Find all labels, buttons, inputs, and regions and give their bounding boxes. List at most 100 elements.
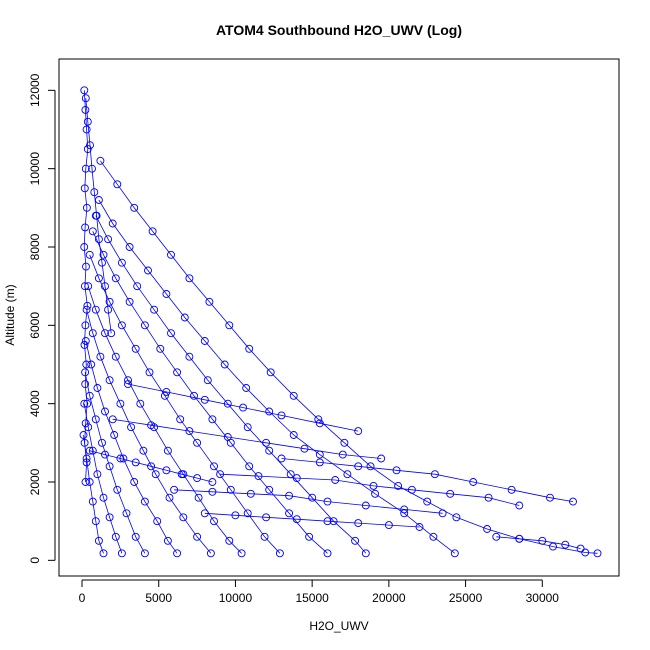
y-tick-label: 6000 (28, 312, 42, 339)
data-point (111, 532, 120, 541)
data-point (131, 344, 140, 353)
x-tick-label: 15000 (295, 591, 329, 605)
data-point (354, 462, 363, 471)
data-point (210, 517, 218, 526)
data-point (130, 478, 139, 486)
data-point (430, 470, 439, 479)
series-line (95, 215, 367, 554)
data-point (220, 360, 229, 369)
data-point (173, 549, 182, 558)
data-point (80, 86, 89, 95)
data-point (107, 329, 116, 338)
x-tick-label: 25000 (449, 591, 483, 605)
data-point (81, 223, 90, 232)
data-point (245, 462, 254, 471)
series-line (83, 90, 89, 483)
data-point (163, 446, 172, 455)
y-tick-label: 8000 (28, 233, 42, 260)
data-point (131, 458, 140, 467)
data-point (515, 534, 524, 543)
data-point (81, 337, 90, 345)
data-point (136, 399, 145, 408)
data-series (85, 446, 217, 486)
data-point (200, 337, 209, 345)
data-point (423, 497, 432, 506)
data-point (205, 297, 214, 306)
data-point (331, 476, 340, 484)
data-point (81, 321, 90, 330)
data-point (237, 549, 246, 558)
data-point (315, 458, 324, 467)
data-series (80, 86, 92, 486)
data-series (88, 227, 332, 558)
x-axis: 0 5000 10000 15000 20000 25000 30000 (79, 579, 559, 605)
data-point (265, 446, 274, 455)
data-point (82, 125, 91, 134)
data-point (125, 243, 134, 251)
data-point (185, 352, 194, 361)
data-point (81, 94, 90, 103)
data-point (538, 536, 547, 545)
data-series (94, 196, 459, 558)
data-point (101, 450, 109, 459)
data-point (549, 542, 557, 551)
data-point (94, 274, 103, 283)
data-point (193, 532, 202, 541)
data-point (104, 235, 113, 244)
data-point (88, 164, 96, 173)
data-point (203, 376, 212, 385)
data-point (277, 411, 286, 420)
data-point (116, 399, 125, 408)
data-point (140, 497, 149, 506)
data-point (81, 478, 90, 486)
x-tick-label: 0 (79, 591, 86, 605)
data-point (225, 321, 234, 330)
data-point (561, 540, 570, 549)
data-point (216, 470, 225, 479)
data-point (243, 509, 252, 518)
data-point (111, 352, 120, 361)
data-point (113, 180, 122, 189)
data-point (98, 258, 106, 267)
data-point (80, 282, 89, 291)
data-point (246, 489, 255, 498)
data-point (265, 485, 274, 494)
data-point (254, 472, 263, 481)
data-point (515, 501, 524, 510)
series-line (87, 286, 242, 554)
data-point (371, 489, 380, 498)
series-line (92, 231, 328, 554)
data-point (415, 523, 424, 531)
data-point (483, 525, 492, 533)
data-point (144, 266, 152, 275)
data-series (200, 509, 424, 531)
data-point (151, 470, 160, 479)
y-axis: 0 2000 4000 6000 8000 10000 12000 (28, 73, 56, 564)
data-point (81, 380, 90, 389)
x-axis-label: H2O_UWV (309, 619, 368, 633)
data-point (81, 105, 90, 114)
data-point (147, 462, 156, 471)
series-line (100, 160, 598, 554)
data-point (96, 352, 105, 361)
data-series (80, 399, 126, 558)
data-point (82, 262, 90, 271)
data-series (96, 156, 602, 558)
data-point (105, 297, 114, 306)
data-point (88, 446, 97, 455)
data-point (160, 391, 169, 400)
data-point (117, 321, 126, 330)
data-point (343, 470, 352, 479)
data-point (384, 521, 393, 530)
data-point (82, 203, 91, 212)
data-point (323, 497, 332, 506)
data-point (83, 145, 92, 154)
y-tick-label: 12000 (28, 73, 42, 107)
data-series (170, 485, 447, 518)
data-series (85, 250, 284, 558)
data-point (285, 509, 294, 518)
data-point (239, 403, 248, 412)
data-point (153, 517, 162, 526)
data-point (351, 536, 360, 545)
y-tick-label: 0 (28, 557, 42, 564)
